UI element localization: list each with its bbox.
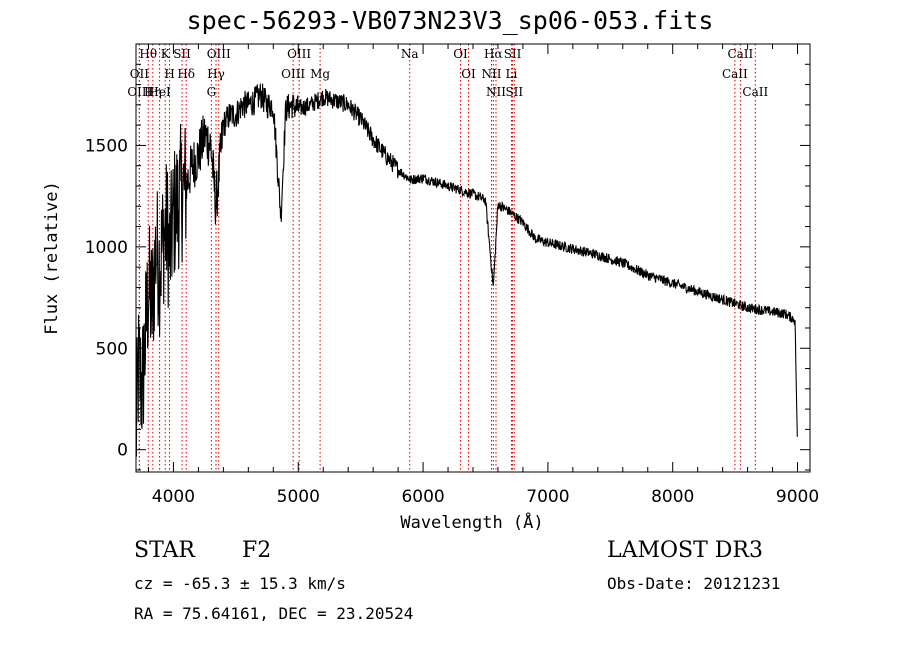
x-tick-label: 5000: [277, 487, 320, 507]
x-axis-ticks: 4000 5000 6000 7000 8000 9000: [147, 44, 819, 507]
object-class: STAR: [134, 538, 195, 563]
y-axis-label: Flux (relative): [42, 181, 62, 335]
chart-title: spec-56293-VB073N23V3_sp06-053.fits: [186, 6, 714, 35]
emission-line-label: K: [161, 47, 171, 61]
emission-line-label: OIII: [207, 47, 231, 61]
emission-line-label: Li: [506, 67, 518, 81]
emission-line-label: HeI: [148, 85, 171, 99]
y-tick-label: 500: [96, 339, 128, 359]
emission-line-label: SII: [505, 85, 523, 99]
x-tick-label: 9000: [776, 487, 819, 507]
emission-line-label: G: [207, 85, 217, 99]
x-axis-label: Wavelength (Å): [400, 511, 543, 533]
x-tick-label: 6000: [401, 487, 444, 507]
emission-line-label: H: [164, 67, 174, 81]
y-axis-ticks: 0 500 1000 1500: [85, 63, 810, 471]
spectral-subclass: F2: [242, 538, 272, 563]
y-tick-label: 0: [117, 441, 128, 461]
emission-line-label: Hθ: [139, 47, 157, 61]
emission-line-markers: [138, 44, 756, 472]
emission-line-label: OI: [461, 67, 476, 81]
emission-line-label: OIII: [281, 67, 305, 81]
emission-line-label: Hδ: [177, 67, 195, 81]
emission-line-label: SII: [173, 47, 191, 61]
observation-date: Obs-Date: 20121231: [607, 574, 781, 593]
emission-line-label: CaII: [722, 67, 748, 81]
x-tick-label: 4000: [152, 487, 195, 507]
emission-line-label: NII: [481, 67, 501, 81]
spectrum-line: [135, 83, 798, 457]
emission-line-label: Hα: [484, 47, 503, 61]
emission-line-label: NII: [486, 85, 506, 99]
redshift-velocity: cz = -65.3 ± 15.3 km/s: [134, 574, 346, 593]
survey-name: LAMOST DR3: [607, 538, 763, 563]
emission-line-label: OIII: [287, 47, 311, 61]
emission-line-label: Na: [401, 47, 419, 61]
emission-line-label: Hγ: [207, 67, 225, 81]
emission-line-label: CaII: [727, 47, 753, 61]
emission-line-label: Mg: [310, 67, 330, 81]
y-tick-label: 1500: [85, 136, 128, 156]
x-tick-label: 8000: [651, 487, 694, 507]
emission-line-label: OIII: [127, 85, 151, 99]
emission-line-label: OII: [130, 67, 150, 81]
y-tick-label: 1000: [85, 238, 128, 258]
emission-line-label: CaII: [742, 85, 768, 99]
emission-line-label: SII: [504, 47, 522, 61]
coordinates: RA = 75.64161, DEC = 23.20524: [134, 604, 414, 623]
emission-line-label: Hη: [144, 85, 162, 99]
x-tick-label: 7000: [526, 487, 569, 507]
emission-line-label: OI: [453, 47, 468, 61]
